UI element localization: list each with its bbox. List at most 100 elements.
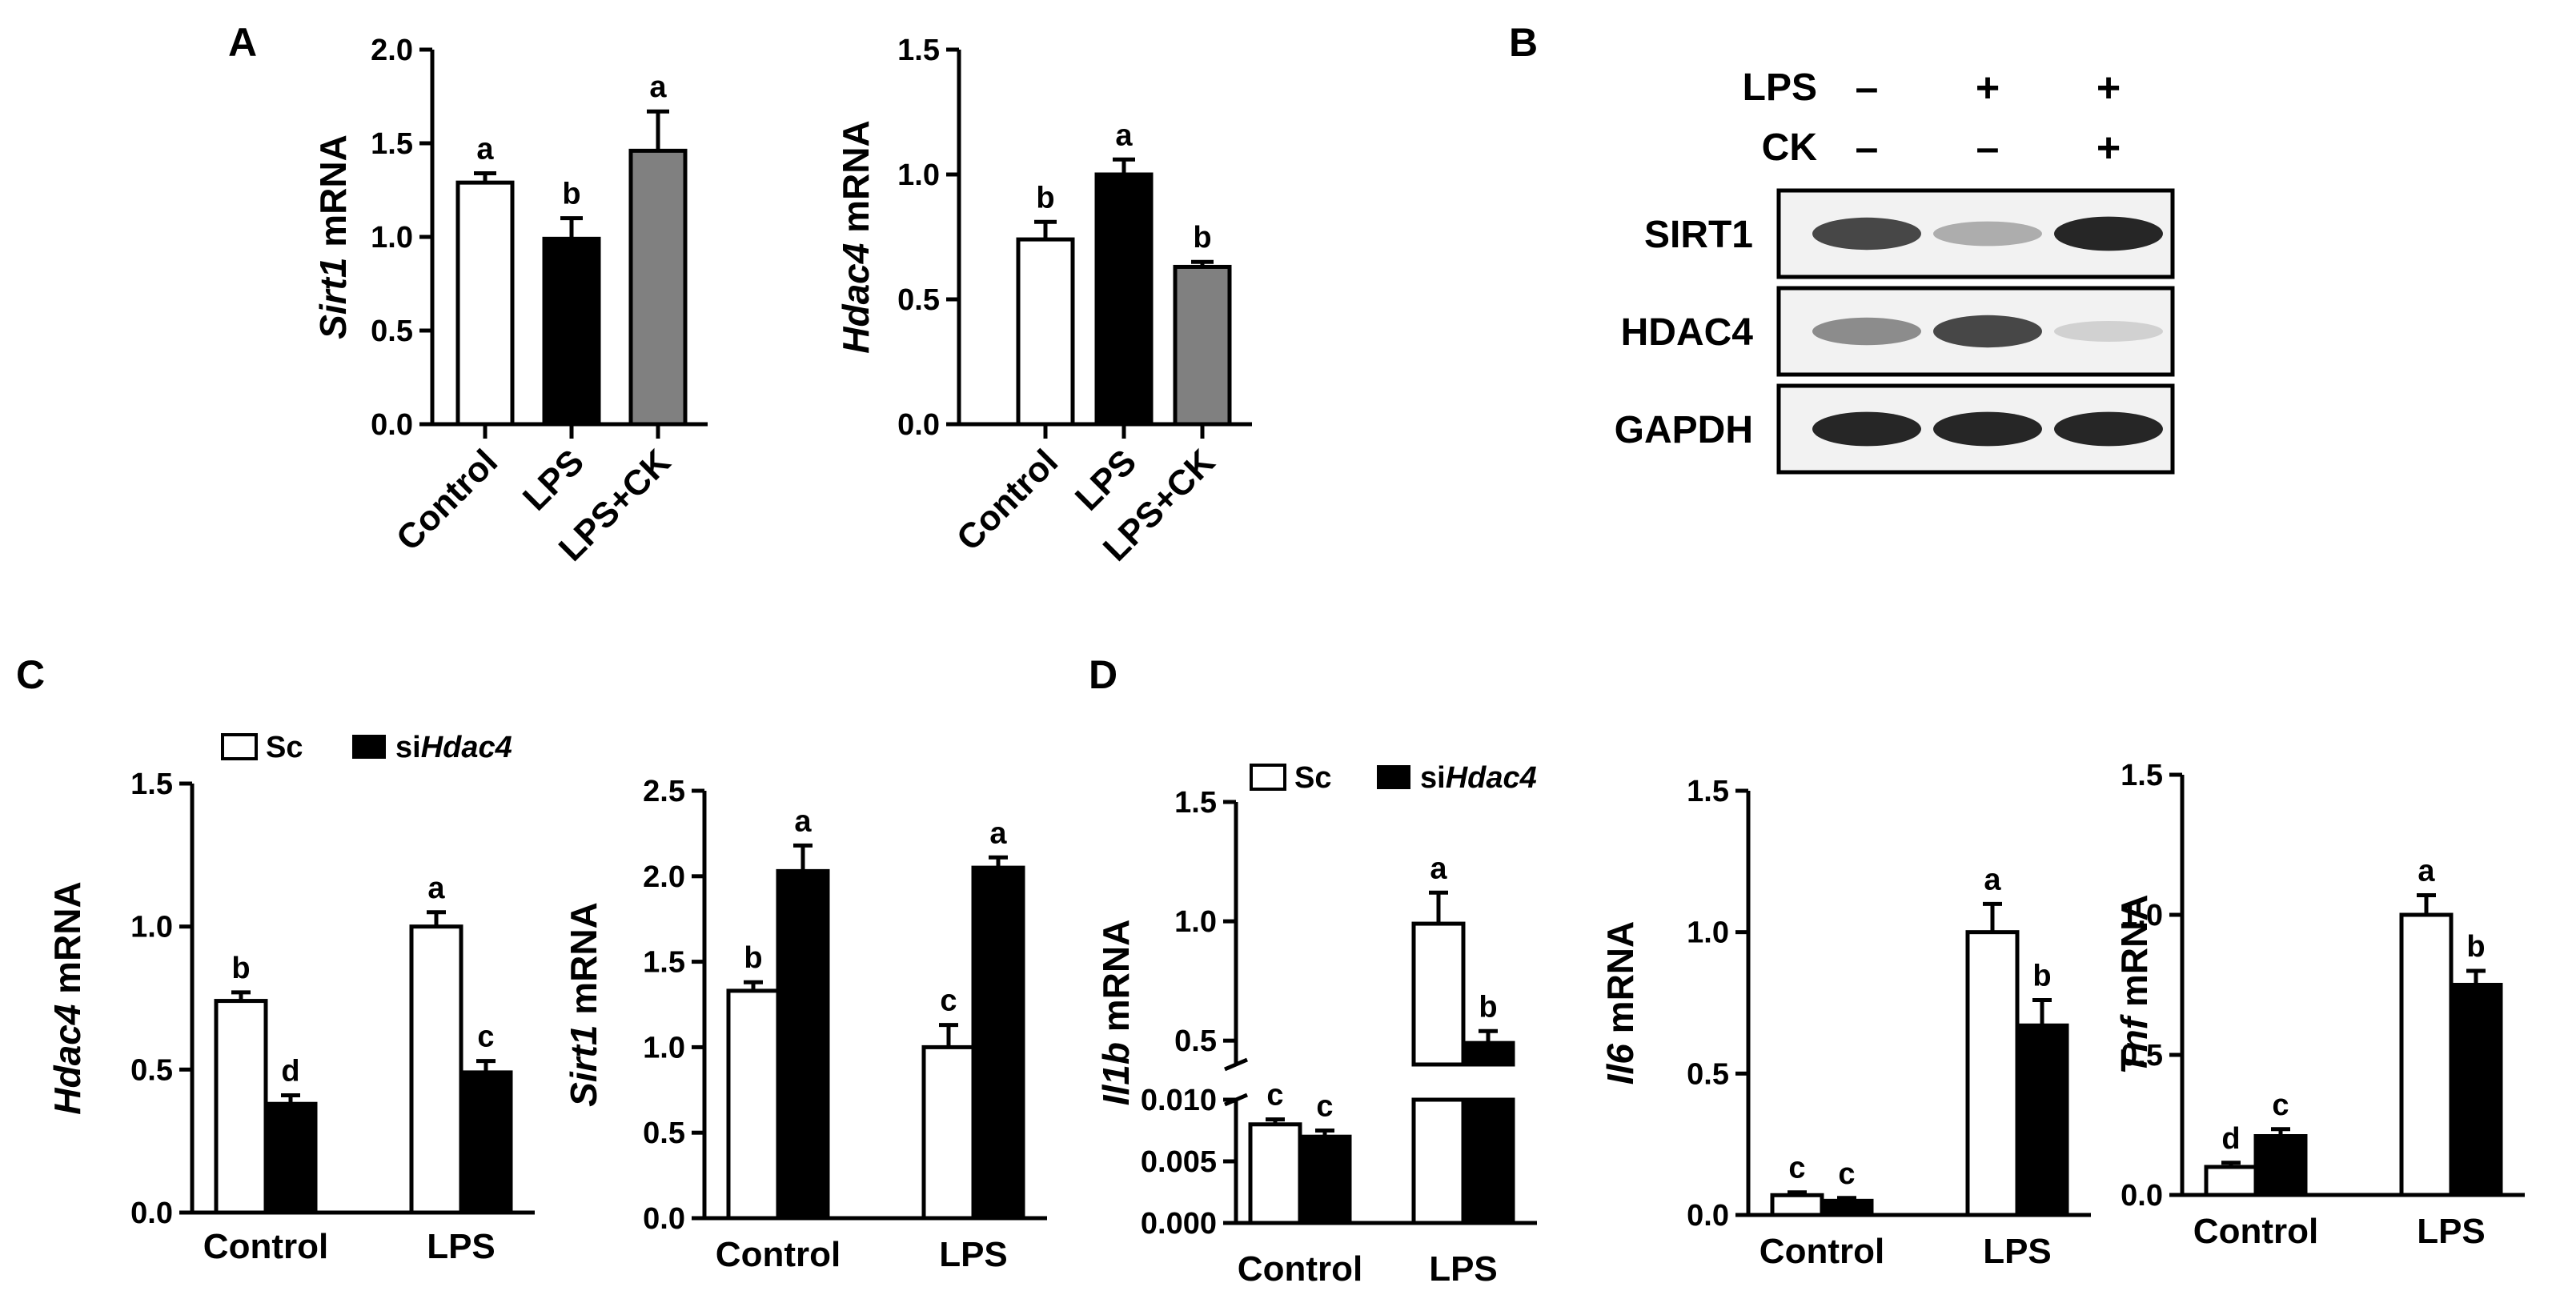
legend-sc-swatch [1250, 764, 1286, 791]
y-tick-label: 1.0 [371, 221, 413, 255]
y-axis-label-gene: Sirt1 [312, 258, 354, 339]
significance-letter: a [476, 132, 494, 166]
significance-letter: c [2272, 1089, 2289, 1122]
y-axis-label-suffix: mRNA [1095, 920, 1137, 1042]
significance-letter: a [1984, 863, 2001, 896]
significance-letter: b [1193, 221, 1211, 255]
chart-hdac4-mrna-a: Hdac4 mRNA bControlaLPSbLPS+CK0.00.51.01.… [835, 34, 1252, 569]
y-tick-label: 1.0 [1174, 905, 1217, 939]
significance-letter: a [427, 872, 445, 905]
x-category-label: LPS [1983, 1232, 2052, 1271]
treatment-sign: – [1856, 125, 1879, 171]
treatment-sign: + [2097, 65, 2121, 111]
y-axis-label-gene: Il1b [1095, 1042, 1137, 1105]
blot-band [2054, 216, 2163, 251]
significance-letter: a [2418, 855, 2435, 888]
y-tick-label: 1.5 [1687, 775, 1729, 808]
legend-sc-label: Sc [1294, 761, 1331, 795]
legend-d: Sc siHdac4 [1250, 761, 1537, 795]
y-tick-label: 0.0 [2121, 1179, 2163, 1213]
legend-si-swatch [1377, 765, 1410, 789]
significance-letter: c [1838, 1157, 1855, 1191]
blot-label: HDAC4 [1621, 311, 1754, 354]
bar [1094, 172, 1154, 427]
chart-il1b-mrna-d: Il1b mRNA 0.5 1.0 1.5 0.000 0.005 0.010 c c Contr… [1095, 786, 1537, 1289]
bar [1016, 237, 1075, 427]
blot-band [2054, 411, 2163, 447]
x-category-label: LPS [2417, 1212, 2486, 1251]
chart-il6-mrna-d: Il6 mRNA c c Control a b LPS 0.0 0.5 1.0 1.5 [1599, 775, 2091, 1271]
y-tick-label: 0.0 [1687, 1199, 1729, 1233]
y-tick-label: 0.5 [1174, 1024, 1217, 1058]
y-tick-label: 0.000 [1141, 1207, 1217, 1241]
y-tick-label: 1.5 [2121, 759, 2163, 792]
chart-hdac4-mrna-c: Hdac4 mRNA b d Control a c LPS 0.0 0.5 1.0 1.5 [46, 768, 535, 1266]
legend-si-label: siHdac4 [395, 731, 512, 764]
y-axis-label-suffix: mRNA [1599, 921, 1641, 1044]
y-axis-label: Il6 mRNA [1599, 921, 1641, 1085]
y-tick-label: 0.5 [371, 315, 413, 348]
bar [726, 988, 780, 1221]
significance-letter: d [281, 1054, 299, 1088]
legend-si-label: siHdac4 [1420, 761, 1537, 795]
y-axis-label-suffix: mRNA [312, 134, 354, 257]
treatment-sign: – [1976, 125, 2000, 171]
y-tick-label: 0.5 [1687, 1057, 1729, 1091]
y-axis-label-suffix: mRNA [835, 120, 877, 243]
significance-letter: b [1036, 181, 1054, 214]
bar [628, 148, 688, 427]
significance-letter: a [1115, 118, 1133, 152]
treatment-sign: – [1856, 65, 1879, 111]
bar [1965, 930, 2020, 1217]
y-tick-label: 1.5 [643, 946, 685, 980]
x-category-label: LPS [427, 1227, 496, 1266]
significance-letter: c [1788, 1152, 1805, 1185]
y-tick-label: 2.5 [643, 775, 685, 808]
bar [776, 868, 830, 1221]
x-tick-label: Control [949, 442, 1065, 558]
x-category-label: Control [203, 1227, 328, 1266]
y-tick-label: 0.005 [1141, 1145, 1217, 1179]
treatment-sign: + [2097, 125, 2121, 171]
bar [1173, 264, 1232, 427]
bar [1770, 1193, 1824, 1217]
y-axis-label-suffix: mRNA [2113, 895, 2155, 1017]
y-tick-label: 0.0 [897, 408, 940, 442]
y-axis-label: Sirt1 mRNA [563, 902, 604, 1107]
bar [1298, 1134, 1352, 1225]
bar [2015, 1023, 2069, 1217]
y-tick-label: 2.0 [371, 34, 413, 67]
significance-letter: b [562, 178, 580, 211]
y-tick-label: 0.0 [371, 408, 413, 442]
y-tick-label: 0.010 [1141, 1084, 1217, 1117]
significance-letter: b [744, 941, 762, 975]
y-tick-label: 0.5 [130, 1053, 173, 1087]
x-category-label: Control [1759, 1232, 1884, 1271]
y-axis-label: Il1b mRNA [1095, 920, 1137, 1106]
y-axis-label-gene: Sirt1 [563, 1025, 604, 1107]
bar [214, 999, 268, 1215]
y-axis-label-gene: Il6 [1599, 1044, 1641, 1085]
chart-sirt1-mrna-c: Sirt1 mRNA b a Control c a LPS 0.0 0.5 1.0 1.5 2.0 2… [563, 775, 1047, 1274]
y-tick-label: 1.5 [130, 768, 173, 801]
significance-letter: b [2466, 930, 2485, 964]
significance-letter: a [794, 804, 812, 838]
bar [455, 180, 515, 427]
y-tick-label: 0.5 [897, 283, 940, 317]
blot-band [1933, 315, 2042, 348]
blot-band [1933, 411, 2042, 447]
blot-label: SIRT1 [1644, 214, 1753, 256]
x-category-label: Control [716, 1235, 841, 1274]
bar [1820, 1198, 1874, 1217]
y-tick-label: 1.0 [1687, 916, 1729, 950]
panel-letter-c: C [16, 652, 45, 697]
y-axis-label-gene: Tnf [2113, 1013, 2155, 1074]
blot-band [1933, 221, 2042, 247]
bar-lower [1411, 1097, 1466, 1225]
y-axis-label: Hdac4 mRNA [46, 881, 88, 1114]
bar [1248, 1122, 1302, 1225]
y-tick-label: 1.5 [371, 127, 413, 161]
panel-letter-b: B [1509, 20, 1538, 65]
bar [2204, 1165, 2258, 1197]
